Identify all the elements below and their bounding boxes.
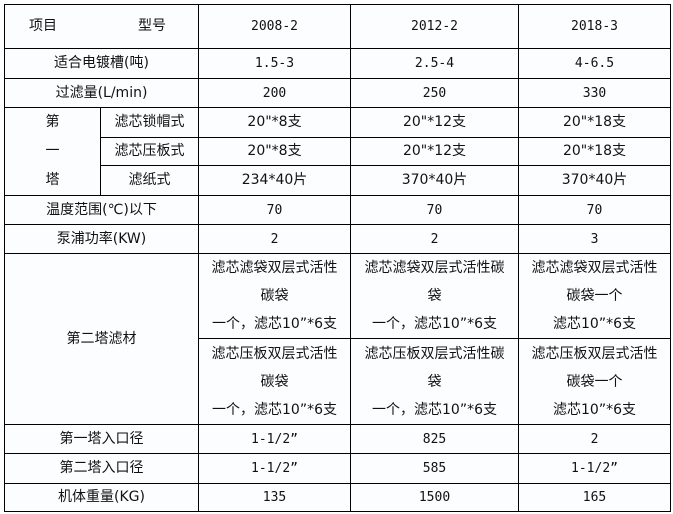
sub-label: 滤芯锁帽式: [100, 107, 199, 138]
cell: 20"*8支: [198, 107, 351, 138]
cell: 1500: [350, 483, 519, 512]
row-label: 机体重量(KG): [4, 483, 199, 512]
cell: 585: [350, 453, 519, 484]
cell-line: 滤芯压板双层式活性碳: [364, 345, 505, 362]
row-label: 泵浦功率(KW): [4, 224, 199, 254]
table-row: 过滤量(L/min) 200 250 330: [4, 78, 671, 108]
table-row: 第 一 塔 滤芯锁帽式 20"*8支 20"*12支 20"*18支: [4, 107, 671, 196]
table-row: 滤芯压板式 20"*8支 20"*12支 20"*18支: [5, 137, 671, 166]
cell-line: 滤芯滤袋双层式活性: [531, 260, 658, 276]
cell-line: 滤芯滤袋双层式活性: [211, 260, 338, 276]
header-corner: 项目 型号: [4, 4, 199, 49]
cell: 1-1/2”: [518, 453, 671, 484]
cell-line: 一个，滤芯10”*6支: [212, 316, 337, 332]
cell: 20"*12支: [350, 107, 519, 138]
spec-table: 项目 型号 2008-2 2012-2 2018-3 适合电镀槽(吨) 1.5-3…: [4, 4, 671, 512]
model-header: 2018-3: [518, 4, 671, 49]
cell: 3: [518, 224, 671, 254]
cell: 1-1/2”: [198, 424, 351, 454]
cell: 滤芯压板双层式活性碳袋一个，滤芯10”*6支: [350, 338, 519, 425]
cell-line: 碳袋: [260, 288, 289, 304]
sub-label: 滤芯压板式: [100, 137, 199, 166]
cell: 370*40片: [518, 165, 671, 196]
tower1-label: 第 一 塔: [4, 107, 101, 196]
row-label: 温度范围(℃)以下: [4, 195, 199, 225]
cell: 165: [518, 483, 671, 512]
cell: 20"*8支: [198, 137, 351, 166]
cell: 滤芯压板双层式活性 碳袋一个滤芯10”*6支: [518, 338, 671, 425]
model-header: 2012-2: [350, 4, 519, 49]
cell-line: 碳袋一个: [566, 373, 623, 390]
cell: 825: [350, 424, 519, 454]
cell: 20"*18支: [518, 107, 671, 138]
cell: 1.5-3: [198, 48, 351, 79]
row-label: 适合电镀槽(吨): [4, 48, 199, 79]
cell: 2: [518, 424, 671, 454]
cell-line: 袋: [427, 288, 442, 304]
tower1-char: 一: [45, 143, 60, 159]
item-label: 项目: [29, 18, 57, 34]
cell-line: 滤芯10”*6支: [553, 401, 636, 418]
table-row: 滤芯压板双层式活性 碳袋 一个，滤芯10”*6支 滤芯压板双层式活性碳袋一个，滤芯1…: [5, 338, 671, 425]
table-row: 机体重量(KG) 135 1500 165: [4, 483, 671, 512]
tower1-char: 第: [45, 114, 60, 130]
cell-line: 一个，滤芯10”*6支: [372, 401, 497, 418]
table-row: 第一塔入口径 1-1/2” 825 2: [4, 424, 671, 454]
cell: 20"*18支: [518, 137, 671, 166]
table-row: 温度范围(℃)以下 70 70 70: [4, 195, 671, 225]
cell: 滤芯压板双层式活性碳袋一个，滤芯10”*6支: [198, 338, 351, 425]
cell-line: 滤芯滤袋双层式活性碳: [364, 260, 505, 276]
table-row: 第二塔滤材 滤芯滤袋双层式活性 碳袋 一个，滤芯10”*6支 滤芯滤袋双层式活性碳袋…: [4, 253, 671, 425]
cell: 330: [518, 78, 671, 108]
cell-line: 碳袋一个: [566, 288, 623, 304]
model-header: 2008-2: [198, 4, 351, 49]
cell: 20"*12支: [350, 137, 519, 166]
model-label: 型号: [138, 18, 166, 34]
cell: 200: [198, 78, 351, 108]
cell: 2: [350, 224, 519, 254]
cell-line: 一个，滤芯10”*6支: [212, 401, 337, 418]
cell: 滤芯滤袋双层式活性碳袋一个，滤芯10”*6支: [350, 253, 519, 339]
cell-line: 碳袋: [260, 373, 289, 390]
row-label: 第二塔入口径: [4, 453, 199, 484]
cell-line: 滤芯压板双层式活性: [211, 345, 338, 362]
cell: 1-1/2”: [198, 453, 351, 484]
cell: 70: [350, 195, 519, 225]
tower1-char: 塔: [45, 172, 60, 188]
cell: 2: [198, 224, 351, 254]
cell: 70: [518, 195, 671, 225]
table-row: 滤纸式 234*40片 370*40片 370*40片: [5, 165, 671, 196]
header-row: 项目 型号 2008-2 2012-2 2018-3: [4, 4, 671, 49]
cell-line: 袋: [427, 373, 442, 390]
sub-label: 滤纸式: [100, 165, 199, 196]
table-row: 适合电镀槽(吨) 1.5-3 2.5-4 4-6.5: [4, 48, 671, 79]
cell: 370*40片: [350, 165, 519, 196]
cell-line: 滤芯压板双层式活性: [531, 345, 658, 362]
cell: 滤芯滤袋双层式活性 碳袋一个滤芯10”*6支: [518, 253, 671, 339]
table-row: 第二塔入口径 1-1/2” 585 1-1/2”: [4, 453, 671, 484]
cell: 4-6.5: [518, 48, 671, 79]
cell: 2.5-4: [350, 48, 519, 79]
row-label: 第二塔滤材: [4, 253, 199, 425]
cell-line: 一个，滤芯10”*6支: [372, 316, 497, 332]
cell: 滤芯滤袋双层式活性碳袋一个，滤芯10”*6支: [198, 253, 351, 339]
cell: 70: [198, 195, 351, 225]
cell: 135: [198, 483, 351, 512]
cell: 250: [350, 78, 519, 108]
row-label: 过滤量(L/min): [4, 78, 199, 108]
cell-line: 滤芯10”*6支: [553, 316, 636, 332]
table-row: 泵浦功率(KW) 2 2 3: [4, 224, 671, 254]
cell: 234*40片: [198, 165, 351, 196]
row-label: 第一塔入口径: [4, 424, 199, 454]
